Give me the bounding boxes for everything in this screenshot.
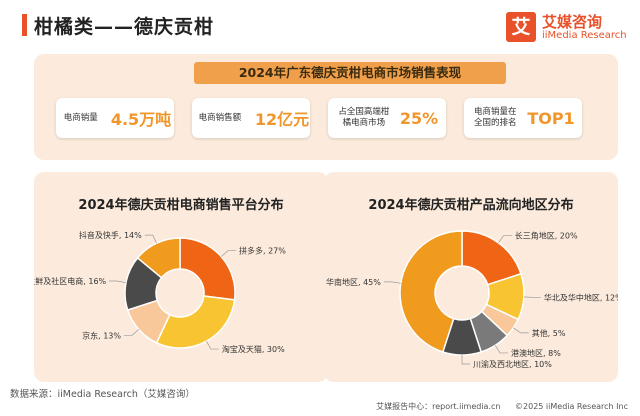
slice-label-0: 拼多多, 27% (239, 246, 286, 256)
slice-label-1: 淘宝及天猫, 30% (222, 344, 285, 354)
slice-label-4: 川渝及西北地区, 10% (473, 359, 552, 369)
leader-line-3 (109, 280, 127, 284)
platform-chart-panel: 2024年德庆贡柑电商销售平台分布 拼多多, 27% 淘宝及天猫, 30% 京东, … (34, 172, 328, 382)
slice-label-5: 华南地区, 45% (326, 277, 381, 287)
platform-donut-chart: 拼多多, 27% 淘宝及天猫, 30% 京东, 13% 生鲜及社区电商, 16% 抖音及… (34, 230, 286, 354)
leader-line-4 (144, 234, 157, 244)
slice-label-2: 其他, 5% (532, 328, 566, 338)
leader-line-2 (123, 329, 139, 336)
kpi-card-sales-volume: 电商销量 4.5万吨 (56, 98, 174, 138)
summary-panel: 2024年广东德庆贡柑电商市场销售表现 电商销量 4.5万吨 电商销售额 12亿… (34, 54, 618, 160)
donut-slice-4 (136, 237, 181, 279)
slice-label-0: 长三角地区, 20% (515, 231, 578, 241)
region-chart-panel: 2024年德庆贡柑产品流向地区分布 长三角地区, 20% 华北及华中地区, 12%… (324, 172, 618, 382)
leader-line-1 (206, 341, 219, 350)
slice-label-4: 抖音及快手, 14% (79, 230, 142, 240)
leader-line-3 (494, 345, 509, 354)
summary-heading: 2024年广东德庆贡柑电商市场销售表现 (194, 62, 506, 84)
data-source: 数据来源：iiMedia Research（艾媒咨询） (10, 389, 195, 400)
report-center-link[interactable]: 艾媒报告中心：report.iimedia.cn (376, 402, 501, 411)
leader-line-5 (383, 281, 401, 284)
region-donut-chart: 长三角地区, 20% 华北及华中地区, 12% 其他, 5% 港澳地区, 8%川渝及西… (326, 230, 618, 369)
kpi-label: 电商销量 (63, 112, 98, 123)
brand-name-cn: 艾媒咨询 (542, 13, 603, 31)
title-accent-bar (22, 14, 27, 36)
page-title: 柑橘类——德庆贡柑 (34, 16, 215, 38)
brand-mark-icon: 艾 (506, 12, 536, 42)
leader-line-0 (498, 235, 512, 244)
leader-line-4 (461, 355, 470, 365)
slice-label-1: 华北及华中地区, 12% (544, 292, 618, 302)
brand-logo: 艾 艾媒咨询 iiMedia Research (506, 8, 627, 46)
leader-line-2 (513, 327, 529, 334)
kpi-card-market-share: 占全国高端柑橘电商市场 25% (328, 98, 446, 138)
slice-label-2: 京东, 13% (82, 330, 121, 340)
kpi-value: TOP1 (527, 108, 575, 128)
leader-line-1 (523, 296, 541, 298)
footer-info: 艾媒报告中心：report.iimedia.cn ©2025 iiMedia R… (364, 401, 628, 412)
chart-title: 2024年德庆贡柑产品流向地区分布 (368, 198, 574, 213)
slice-label-3: 港澳地区, 8% (511, 348, 561, 358)
leader-line-0 (221, 250, 237, 257)
chart-title: 2024年德庆贡柑电商销售平台分布 (78, 198, 284, 213)
kpi-value: 25% (399, 108, 439, 128)
brand-name-en: iiMedia Research (542, 30, 627, 41)
kpi-value: 12亿元 (254, 110, 310, 129)
donut-slice-5 (399, 230, 463, 353)
donut-slice-0 (179, 237, 236, 301)
donut-slice-1 (155, 295, 236, 349)
kpi-label: 电商销售额 (198, 112, 242, 123)
kpi-label: 占全国高端柑橘电商市场 (338, 107, 390, 128)
slice-label-3: 生鲜及社区电商, 16% (34, 276, 107, 286)
kpi-card-national-rank: 电商销量在全国的排名 TOP1 (464, 98, 582, 138)
kpi-card-sales-revenue: 电商销售额 12亿元 (192, 98, 310, 138)
kpi-value: 4.5万吨 (110, 110, 172, 129)
kpi-label: 电商销量在全国的排名 (474, 107, 517, 128)
copyright: ©2025 iiMedia Research Inc (515, 402, 628, 411)
